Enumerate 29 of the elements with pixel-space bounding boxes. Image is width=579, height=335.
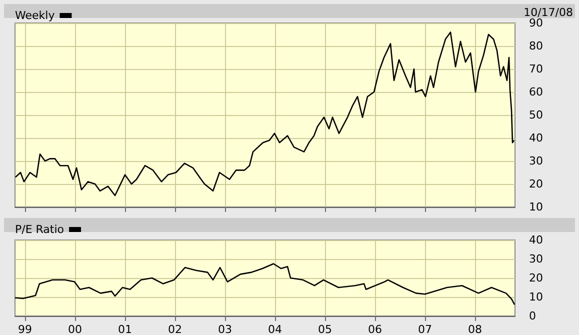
x-tick-label: 99	[18, 323, 32, 335]
y-tick-label: 80	[529, 40, 543, 52]
y-tick-label: 10	[529, 200, 543, 214]
x-tick-label: 06	[368, 323, 382, 335]
y-tick-label: 30	[529, 252, 543, 266]
text: 10/17/08	[524, 6, 574, 19]
y-tick-label: 20	[529, 272, 543, 284]
x-tick-label: 04	[268, 323, 282, 335]
x-tick-label: 03	[218, 323, 232, 335]
y-tick-label: 0	[529, 310, 536, 322]
y-tick-label: 50	[529, 108, 543, 122]
x-tick-label: 08	[468, 323, 482, 335]
y-tick-label: 90	[529, 16, 543, 30]
x-tick-label: 05	[318, 323, 332, 335]
line-series	[14, 32, 515, 196]
x-tick-label: 02	[168, 323, 182, 335]
y-tick-label: 60	[529, 86, 543, 98]
y-tick-label: 40	[529, 234, 543, 246]
legend-label: P/E Ratio	[14, 223, 64, 236]
y-tick-label: 70	[529, 62, 543, 76]
legend-label: Weekly	[15, 9, 56, 22]
x-tick-label: 07	[418, 323, 432, 335]
x-tick-label: 01	[118, 323, 132, 335]
y-tick-label: 40	[529, 132, 543, 144]
x-tick-label: 00	[68, 323, 82, 335]
y-tick-label: 10	[529, 290, 543, 304]
y-tick-label: 20	[529, 178, 543, 190]
y-tick-label: 30	[529, 154, 543, 168]
line-series	[14, 263, 516, 306]
